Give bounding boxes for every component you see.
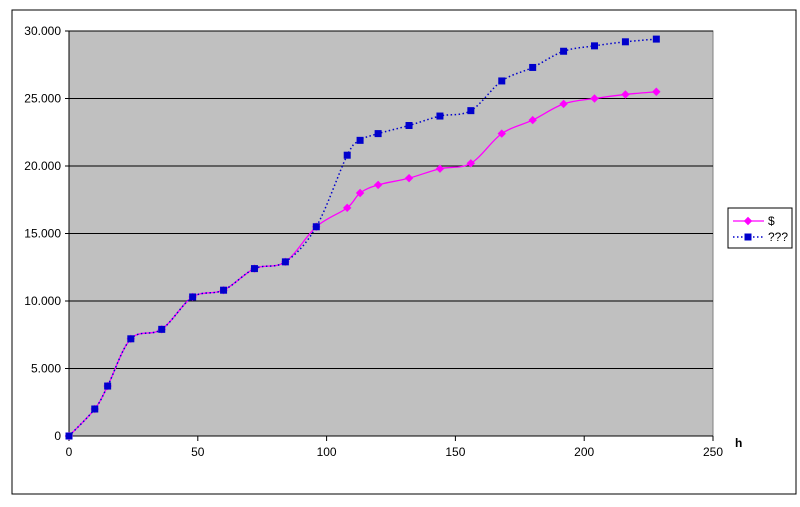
data-point bbox=[436, 112, 444, 120]
data-point bbox=[104, 382, 112, 390]
data-point bbox=[528, 115, 537, 125]
x-tick-label: 100 bbox=[317, 445, 337, 459]
data-point bbox=[466, 159, 476, 168]
legend-box bbox=[727, 207, 793, 249]
y-tick-label: 30.000 bbox=[24, 24, 61, 38]
data-point bbox=[250, 265, 258, 273]
legend-item: ??? bbox=[733, 230, 788, 244]
x-tick-label: 150 bbox=[445, 445, 465, 459]
data-point bbox=[498, 77, 506, 85]
series-layer bbox=[64, 35, 661, 441]
data-point bbox=[91, 405, 99, 413]
x-axis-title: h bbox=[735, 436, 742, 450]
data-point bbox=[220, 286, 228, 294]
data-point bbox=[355, 188, 365, 198]
data-point bbox=[591, 42, 599, 50]
data-point bbox=[652, 87, 661, 96]
data-point bbox=[356, 136, 364, 144]
data-point bbox=[621, 38, 629, 46]
series-2 bbox=[65, 35, 660, 440]
legend-label: $ bbox=[768, 214, 775, 228]
y-tick-label: 10.000 bbox=[24, 294, 61, 308]
x-tick-label: 50 bbox=[191, 445, 205, 459]
y-tick-label: 0 bbox=[54, 429, 61, 443]
legend-marker bbox=[744, 233, 752, 241]
data-point bbox=[559, 99, 568, 109]
x-tick-label: 250 bbox=[703, 445, 723, 459]
data-point bbox=[560, 47, 568, 55]
legend-marker bbox=[743, 216, 753, 226]
data-point bbox=[127, 335, 135, 343]
x-tick-label: 200 bbox=[574, 445, 594, 459]
data-point bbox=[373, 180, 383, 190]
data-point bbox=[590, 94, 599, 103]
data-point bbox=[467, 107, 475, 115]
data-point bbox=[497, 129, 506, 138]
y-tick-label: 5.000 bbox=[31, 362, 61, 376]
data-point bbox=[404, 173, 414, 183]
data-point bbox=[652, 35, 660, 43]
legend-item: $ bbox=[733, 214, 775, 228]
y-tick-label: 15.000 bbox=[24, 227, 61, 241]
data-point bbox=[374, 130, 382, 138]
data-point bbox=[65, 432, 73, 440]
data-point bbox=[529, 63, 537, 71]
data-point bbox=[621, 90, 630, 99]
legend: $??? bbox=[727, 207, 793, 249]
x-tick-label: 0 bbox=[66, 445, 73, 459]
data-point bbox=[343, 151, 351, 159]
data-point bbox=[435, 164, 445, 173]
data-point bbox=[281, 258, 289, 266]
data-point bbox=[343, 203, 352, 213]
legend-label: ??? bbox=[768, 230, 788, 244]
gridlines bbox=[69, 30, 713, 369]
y-tick-label: 25.000 bbox=[24, 92, 61, 106]
data-point bbox=[158, 325, 166, 333]
data-point bbox=[189, 293, 197, 301]
data-point bbox=[312, 223, 320, 231]
axes: 0 5.000 10.000 15.000 20.000 25.000 30.000 0 50 1… bbox=[24, 24, 723, 459]
data-point bbox=[405, 122, 413, 129]
y-tick-label: 20.000 bbox=[24, 159, 61, 173]
